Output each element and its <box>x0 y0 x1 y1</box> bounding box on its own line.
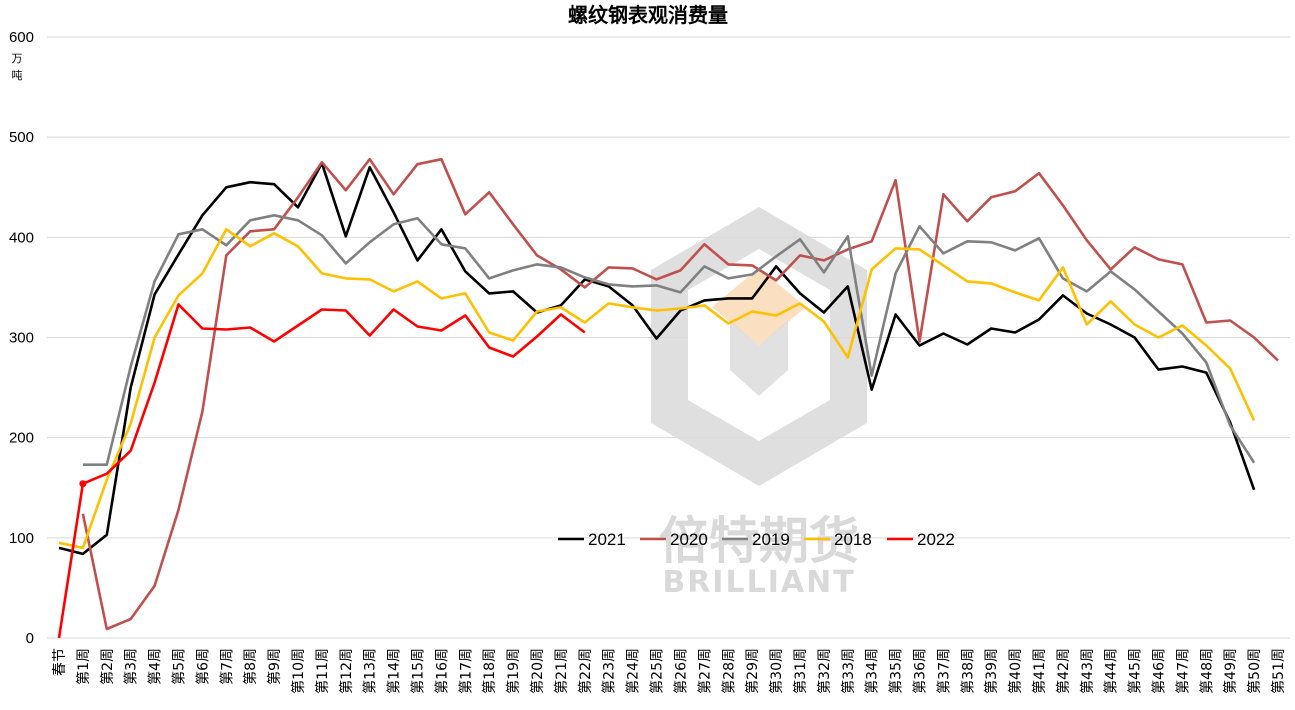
x-tick-label: 第9周 <box>266 648 283 685</box>
legend: 2021 2020 2019 2018 2022 <box>558 530 955 549</box>
y-axis-unit: 万吨 <box>12 52 23 82</box>
series-line-2020 <box>81 157 1279 631</box>
y-tick-label: 100 <box>9 530 34 547</box>
legend-label-2021: 2021 <box>588 530 626 549</box>
x-tick-label: 第3周 <box>123 648 140 685</box>
x-tick-label: 第33周 <box>840 648 857 694</box>
x-tick-label: 第8周 <box>242 648 259 685</box>
watermark-brand-en: BRILLIANT <box>662 565 855 600</box>
x-tick-label: 第22周 <box>577 648 594 694</box>
y-tick-label: 200 <box>9 430 34 447</box>
x-tick-label: 第27周 <box>696 648 713 694</box>
watermark: 倍特期货 BRILLIANT <box>651 207 867 600</box>
x-tick-label: 第10周 <box>290 648 307 694</box>
x-tick-label: 第30周 <box>768 648 785 694</box>
series-point-2022 <box>79 480 87 488</box>
x-tick-label: 第46周 <box>1151 648 1168 694</box>
x-tick-label: 第36周 <box>911 648 928 694</box>
x-tick-label: 第41周 <box>1031 648 1048 694</box>
gridlines <box>47 36 1290 639</box>
x-tick-label: 第28周 <box>720 648 737 694</box>
x-tick-label: 第1周 <box>75 648 92 685</box>
y-tick-label: 500 <box>9 129 34 146</box>
legend-label-2020: 2020 <box>670 530 708 549</box>
y-axis-ticks: 0 100 200 300 400 500 600 <box>9 29 34 647</box>
x-tick-label: 第6周 <box>194 648 211 685</box>
x-tick-label: 第26周 <box>672 648 689 694</box>
x-tick-label: 第16周 <box>433 648 450 694</box>
y-tick-label: 400 <box>9 229 34 246</box>
x-tick-label: 第25周 <box>649 648 666 694</box>
watermark-brand-cn: 倍特期货 <box>659 512 859 570</box>
legend-label-2022: 2022 <box>917 530 955 549</box>
x-tick-label: 第44周 <box>1103 648 1120 694</box>
y-tick-label: 300 <box>9 330 34 347</box>
series-line-2018 <box>58 228 1256 550</box>
x-tick-label: 第7周 <box>218 648 235 685</box>
x-tick-label: 第11周 <box>314 648 331 694</box>
y-tick-label: 600 <box>9 29 34 46</box>
x-axis-ticks: 春节 第1周 第2周 第3周 第4周 第5周 第6周 第7周 第8周 第9周 第10周 第11周 第12… <box>52 648 1287 694</box>
x-tick-label: 第12周 <box>338 648 355 694</box>
legend-label-2018: 2018 <box>834 530 872 549</box>
legend-label-2019: 2019 <box>752 530 790 549</box>
x-tick-label: 第17周 <box>457 648 474 694</box>
chart-title: 螺纹钢表观消费量 <box>568 3 728 27</box>
x-tick-label: 第35周 <box>888 648 905 694</box>
series-line-2021 <box>58 161 1256 556</box>
x-tick-label: 第19周 <box>505 648 522 694</box>
x-tick-label: 第45周 <box>1127 648 1144 694</box>
x-tick-label: 第49周 <box>1222 648 1239 694</box>
x-tick-label: 第34周 <box>864 648 881 694</box>
y-unit-char: 吨 <box>12 69 23 82</box>
x-tick-label: 第29周 <box>744 648 761 694</box>
x-tick-label: 第50周 <box>1246 648 1263 694</box>
x-tick-label: 第4周 <box>147 648 164 685</box>
x-tick-label: 第20周 <box>529 648 546 694</box>
x-tick-label: 第42周 <box>1055 648 1072 694</box>
x-tick-label: 第47周 <box>1174 648 1191 694</box>
x-tick-label: 第32周 <box>816 648 833 694</box>
x-tick-label: 第38周 <box>959 648 976 694</box>
x-tick-label: 第31周 <box>792 648 809 694</box>
x-tick-label: 第2周 <box>99 648 116 685</box>
x-tick-label: 第5周 <box>170 648 187 685</box>
series-line-2022 <box>57 303 586 639</box>
series-lines <box>57 157 1279 639</box>
x-tick-label: 第23周 <box>601 648 618 694</box>
x-tick-label: 第18周 <box>481 648 498 694</box>
x-tick-label: 第51周 <box>1270 648 1287 694</box>
y-unit-char: 万 <box>12 52 23 65</box>
x-tick-label: 第48周 <box>1198 648 1215 694</box>
x-tick-label: 第40周 <box>1007 648 1024 694</box>
y-tick-label: 0 <box>26 630 34 647</box>
x-tick-label: 第15周 <box>410 648 427 694</box>
x-tick-label: 第37周 <box>935 648 952 694</box>
x-tick-label: 第24周 <box>625 648 642 694</box>
x-tick-label: 第21周 <box>553 648 570 694</box>
x-tick-label: 第14周 <box>386 648 403 694</box>
x-tick-label: 第43周 <box>1079 648 1096 694</box>
watermark-inner-block <box>730 320 788 396</box>
x-tick-label: 春节 <box>52 648 68 676</box>
x-tick-label: 第39周 <box>983 648 1000 694</box>
x-tick-label: 第13周 <box>362 648 379 694</box>
